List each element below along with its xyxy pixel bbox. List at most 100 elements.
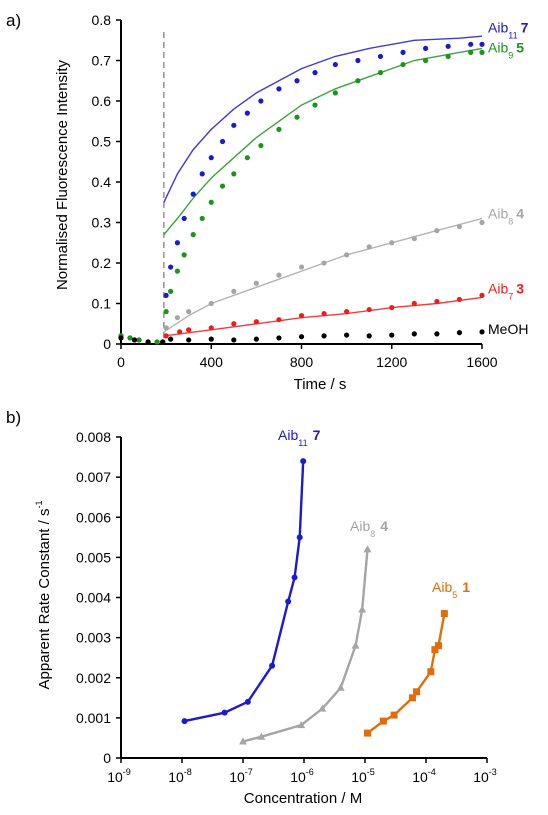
panel-a-data-point bbox=[208, 300, 214, 307]
series-label-number: 4 bbox=[380, 518, 388, 534]
tick-exponent: -7 bbox=[245, 767, 253, 777]
panel-a-data-point bbox=[298, 264, 305, 270]
panel-a-data-point bbox=[411, 236, 417, 242]
panel-a-fit-line bbox=[163, 217, 483, 333]
panel-a-y-tick-label: 0.6 bbox=[92, 93, 112, 109]
panel-b-y-axis-title: Apparent Rate Constant / s-1 bbox=[34, 501, 53, 690]
panel-a-x-ticks: 0 400 800 1200 1600 bbox=[117, 344, 498, 370]
panel-b-y-tick-label: 0.003 bbox=[76, 630, 111, 646]
panel-b-series-label: Aib11 7 bbox=[278, 427, 321, 448]
panel-a-data-point bbox=[332, 90, 338, 96]
panel-a-x-tick-label: 0 bbox=[117, 354, 125, 370]
panel-b-x-ticks: 10-9 10-8 10-7 10-6 10-5 10-4 10-3 bbox=[107, 758, 497, 785]
panel-a-data-point bbox=[377, 70, 384, 76]
panel-b-series-label: Aib8 4 bbox=[350, 518, 388, 539]
panel-a-data-point bbox=[344, 252, 350, 258]
series-label-number: 7 bbox=[313, 427, 321, 443]
panel-b-data-point bbox=[300, 458, 307, 465]
panel-a: a) 0 0.1 0.2 0.3 0.4 0.5 0.6 0.7 0.8 0 400 800 1200… bbox=[6, 11, 529, 393]
panel-b-series-label: Aib5 1 bbox=[432, 579, 470, 600]
panel-b-x-tick-label: 10-4 bbox=[412, 767, 436, 785]
panel-a-data-point bbox=[377, 53, 384, 60]
panel-a-x-tick-label: 400 bbox=[200, 354, 224, 370]
panel-a-data-point bbox=[445, 43, 451, 49]
panel-a-data-point bbox=[434, 331, 440, 337]
panel-a-y-tick-label: 0.8 bbox=[92, 12, 112, 28]
panel-a-y-tick-label: 0.4 bbox=[92, 174, 112, 190]
series-label-text: MeOH bbox=[488, 321, 528, 337]
panel-a-data-point bbox=[208, 325, 214, 331]
tick-exponent: -5 bbox=[367, 767, 375, 777]
panel-a-data-point bbox=[174, 240, 181, 246]
panel-a-data-point bbox=[479, 292, 485, 298]
panel-b-y-tick-label: 0.007 bbox=[76, 469, 111, 485]
panel-a-y-axis-title: Normalised Fluorescence Intensity bbox=[54, 59, 71, 290]
panel-a-y-tick-label: 0 bbox=[103, 336, 111, 352]
series-label-number: 4 bbox=[516, 206, 524, 222]
series-label-number: 5 bbox=[516, 39, 524, 55]
panel-b-x-tick-label: 10-9 bbox=[107, 767, 131, 785]
panel-b-data-point bbox=[351, 641, 360, 649]
panel-a-data-point bbox=[199, 171, 205, 177]
panel-a-data-point bbox=[208, 336, 214, 342]
panel-a-data-point bbox=[163, 292, 169, 298]
panel-a-y-tick-label: 0.3 bbox=[92, 215, 112, 231]
panel-a-data-point bbox=[219, 183, 226, 189]
panel-a-y-tick-label: 0.5 bbox=[92, 134, 112, 150]
tick-base: 10 bbox=[351, 769, 367, 785]
panel-a-data-point bbox=[231, 288, 237, 294]
series-label-text: Aib bbox=[278, 427, 298, 443]
panel-a-data-point bbox=[468, 49, 474, 56]
panel-b-data-point bbox=[364, 729, 372, 737]
panel-a-data-point bbox=[190, 191, 196, 197]
panel-b-data-point bbox=[379, 717, 387, 725]
panel-b: b) 00.0010.0020.0030.0040.0050.0060.0070… bbox=[6, 408, 497, 807]
tick-base: 10 bbox=[229, 769, 245, 785]
panel-a-data-point bbox=[400, 49, 406, 56]
panel-a-data-point bbox=[445, 53, 451, 60]
panel-a-data-point bbox=[118, 335, 124, 341]
panel-a-data-point bbox=[231, 337, 237, 343]
panel-a-data-point bbox=[168, 288, 174, 294]
panel-b-data-point bbox=[318, 704, 327, 712]
panel-b-x-axis-title: Concentration / M bbox=[244, 790, 362, 807]
panel-a-data-point bbox=[253, 336, 259, 342]
panel-a-data-point bbox=[422, 57, 429, 64]
panel-b-data-point bbox=[358, 605, 367, 613]
panel-a-fit-lines bbox=[163, 35, 483, 337]
panel-a-data-point bbox=[219, 138, 226, 145]
panel-a-data-point bbox=[131, 337, 138, 343]
panel-a-fit-line bbox=[163, 35, 483, 203]
series-label-subscript: 5 bbox=[452, 590, 457, 600]
panel-b-axes bbox=[120, 437, 487, 759]
panel-b-data-point bbox=[291, 574, 298, 581]
panel-b-series-line bbox=[242, 549, 369, 743]
panel-a-data-point bbox=[231, 122, 237, 128]
panel-a-data-point bbox=[276, 86, 282, 92]
panel-a-data-point bbox=[312, 102, 318, 108]
panel-letter-b: b) bbox=[6, 408, 21, 427]
panel-a-data-point bbox=[321, 260, 327, 266]
panel-a-data-point bbox=[411, 300, 417, 307]
panel-b-data-point bbox=[413, 688, 421, 696]
panel-a-data-point bbox=[389, 304, 395, 311]
panel-a-data-point bbox=[294, 114, 300, 120]
panel-a-data-point bbox=[186, 327, 192, 333]
panel-b-data-point bbox=[257, 732, 266, 740]
panel-b-data-point bbox=[440, 610, 448, 618]
panel-a-data-point bbox=[411, 331, 417, 337]
series-label-text: Aib bbox=[432, 579, 452, 595]
panel-b-y-tick-label: 0.006 bbox=[76, 509, 111, 525]
panel-a-data-point bbox=[181, 215, 187, 222]
panel-a-data-point bbox=[479, 49, 485, 56]
panel-a-data-point bbox=[154, 339, 160, 345]
tick-base: 10 bbox=[473, 769, 489, 785]
panel-a-data-point bbox=[253, 280, 259, 286]
panel-a-y-ticks: 0 0.1 0.2 0.3 0.4 0.5 0.6 0.7 0.8 bbox=[92, 12, 121, 352]
panel-a-data-point bbox=[366, 333, 372, 339]
panel-a-data-point bbox=[400, 61, 406, 68]
panel-b-data-point bbox=[434, 642, 442, 650]
panel-a-series-label: Aib8 4 bbox=[488, 206, 524, 227]
panel-a-data-point bbox=[136, 337, 142, 343]
